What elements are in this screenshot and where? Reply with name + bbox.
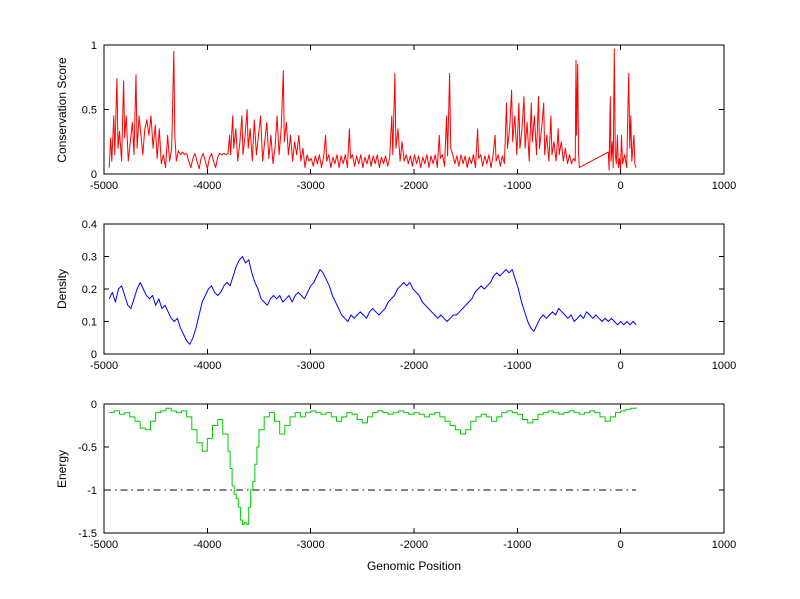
subplot-density-series-line xyxy=(108,256,637,345)
x-tick-label: -5000 xyxy=(90,539,118,551)
axes-frame xyxy=(103,44,725,175)
x-tick-label: 0 xyxy=(618,180,624,192)
x-tick-label: -4000 xyxy=(193,180,221,192)
x-tick-label: -5000 xyxy=(90,180,118,192)
x-tick-label: -1000 xyxy=(503,360,531,372)
ylabel-density: Density xyxy=(55,268,69,310)
y-tick-label: 0.5 xyxy=(82,105,97,117)
x-tick-label: -3000 xyxy=(297,539,325,551)
x-tick-label: -1000 xyxy=(503,539,531,551)
y-tick-label: 1 xyxy=(91,40,97,52)
x-tick-label: -2000 xyxy=(400,180,428,192)
y-tick-label: 0 xyxy=(91,399,97,411)
y-tick-label: -0.5 xyxy=(78,442,97,454)
x-tick-label: 1000 xyxy=(712,180,736,192)
axes-frame xyxy=(103,223,725,355)
y-tick-label: -1 xyxy=(87,485,97,497)
x-tick-label: -3000 xyxy=(297,360,325,372)
y-tick-label: 0.3 xyxy=(82,252,97,264)
y-tick-label: 0 xyxy=(91,169,97,181)
x-tick-label: 0 xyxy=(618,539,624,551)
subplot-energy-series-line xyxy=(109,407,637,525)
y-tick-label: -1.5 xyxy=(78,528,97,540)
y-tick-label: 0.1 xyxy=(82,317,97,329)
subplot-conservation-score: -5000 -4000 -3000 -2000 -1000 0 1000 0 0.5 1 xyxy=(82,40,737,192)
xlabel-genomic-position: Genomic Position xyxy=(366,559,462,573)
ylabel-energy: Energy xyxy=(55,449,69,489)
y-tick-label: 0.2 xyxy=(82,284,97,296)
x-tick-label: -2000 xyxy=(400,539,428,551)
x-tick-label: -4000 xyxy=(193,539,221,551)
x-tick-label: -3000 xyxy=(297,180,325,192)
axes-frame xyxy=(103,403,725,534)
subplot-conservation-score-series-line xyxy=(108,48,637,171)
y-tick-label: 0 xyxy=(91,349,97,361)
subplot-density: -5000 -4000 -3000 -2000 -1000 0 1000 0 0.1 0.2 0.3… xyxy=(82,219,737,372)
x-tick-label: -2000 xyxy=(400,360,428,372)
x-tick-label: 1000 xyxy=(712,360,736,372)
y-tick-label: 0.4 xyxy=(82,219,97,231)
subplot-energy: -5000 -4000 -3000 -2000 -1000 0 1000 -1.5 -1 -0.5… xyxy=(78,399,736,551)
x-tick-label: 0 xyxy=(618,360,624,372)
x-tick-label: -4000 xyxy=(193,360,221,372)
ylabel-conservation-score: Conservation Score xyxy=(55,57,69,163)
x-tick-label: -1000 xyxy=(503,180,531,192)
x-tick-label: 1000 xyxy=(712,539,736,551)
x-tick-label: -5000 xyxy=(90,360,118,372)
